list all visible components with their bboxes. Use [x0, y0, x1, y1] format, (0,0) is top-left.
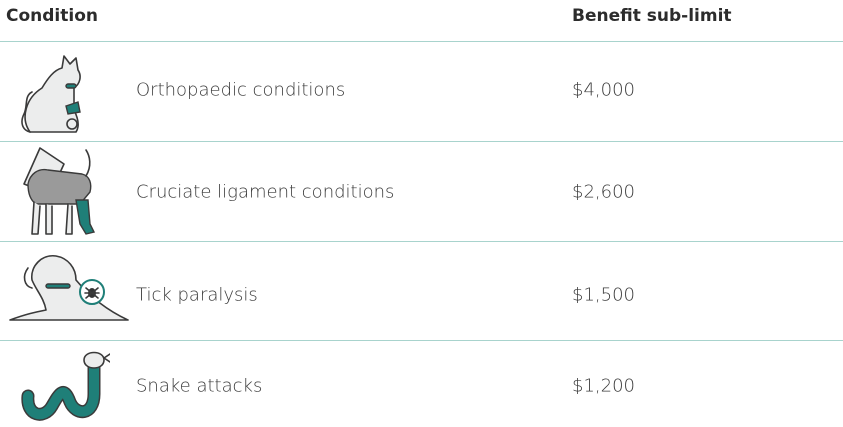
benefit-amount: $2,600	[572, 182, 635, 203]
page: Condition Benefit sub-limit Orthopaedic …	[0, 0, 843, 427]
lying-dog-icon	[6, 248, 132, 326]
divider	[0, 141, 843, 142]
condition-name: Snake attacks	[136, 376, 262, 397]
header-benefit: Benefit sub-limit	[572, 6, 732, 26]
header-condition: Condition	[6, 6, 98, 26]
condition-name: Tick paralysis	[136, 285, 258, 306]
divider	[0, 241, 843, 242]
condition-name: Cruciate ligament conditions	[136, 182, 394, 203]
benefit-amount: $4,000	[572, 80, 635, 101]
dog-icon	[20, 144, 100, 240]
cat-icon	[18, 48, 108, 138]
condition-name: Orthopaedic conditions	[136, 80, 345, 101]
divider	[0, 41, 843, 42]
benefit-amount: $1,200	[572, 376, 635, 397]
snake-icon	[20, 346, 110, 422]
benefit-amount: $1,500	[572, 285, 635, 306]
divider	[0, 340, 843, 341]
